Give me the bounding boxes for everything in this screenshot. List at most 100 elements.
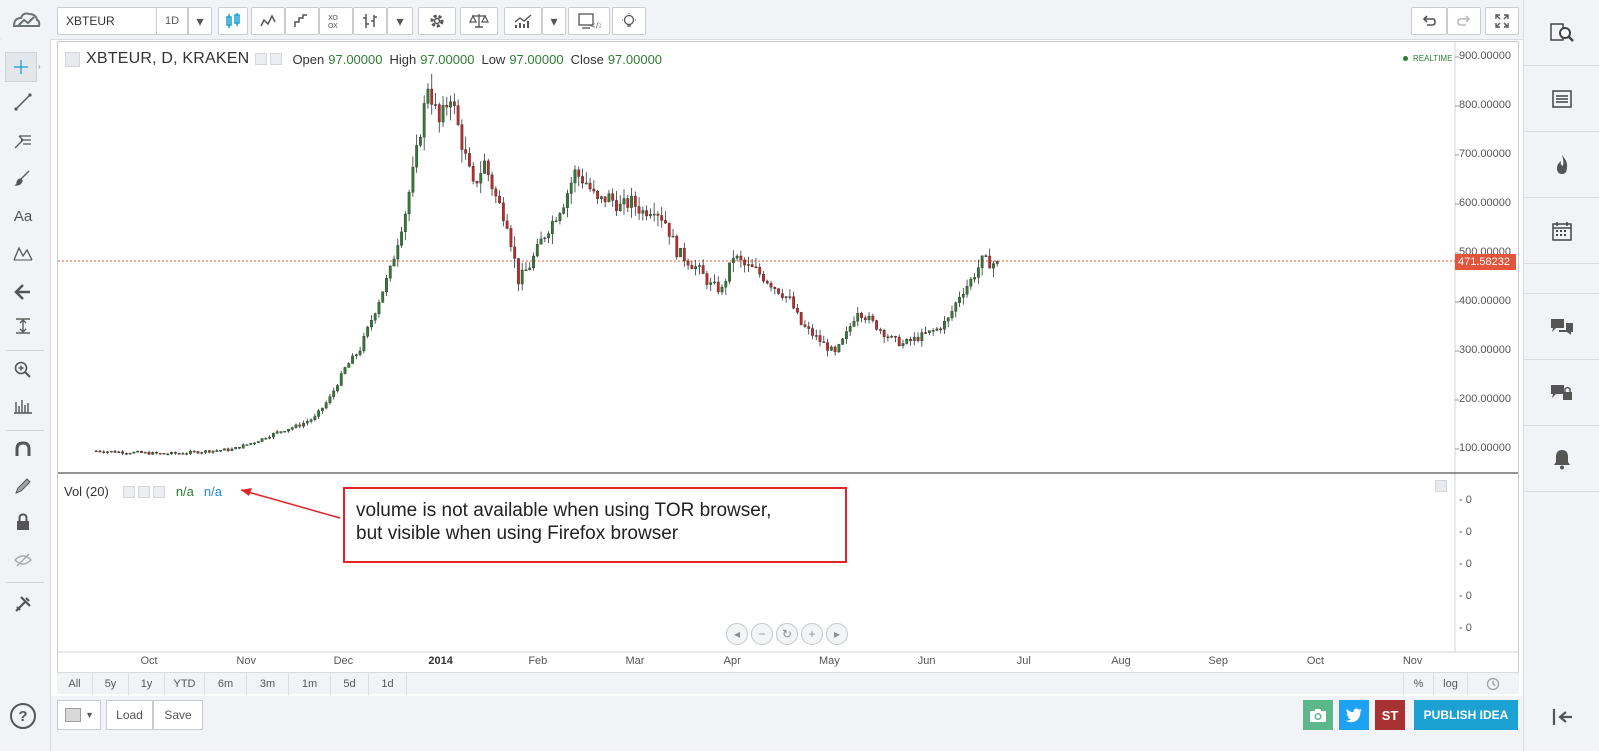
maximize-pane-icon[interactable]	[1435, 480, 1447, 492]
renko-style-button[interactable]	[285, 7, 319, 35]
zoom-out-button[interactable]: −	[751, 623, 773, 645]
reset-chart-button[interactable]: ↻	[776, 623, 798, 645]
timezone-button[interactable]	[1467, 673, 1517, 695]
measure-tool[interactable]	[8, 312, 38, 340]
range-button-1y[interactable]: 1y	[129, 673, 165, 695]
help-button[interactable]: ?	[10, 703, 36, 729]
theme-color-button[interactable]: ▾	[57, 700, 101, 730]
search-ideas-button[interactable]	[1524, 0, 1599, 66]
remove-drawings-tool[interactable]	[8, 590, 38, 618]
time-tick-label: Sep	[1208, 655, 1228, 667]
candle	[682, 247, 686, 262]
pitchfork-tool[interactable]	[8, 126, 38, 154]
candle	[532, 255, 535, 269]
chevron-right-icon[interactable]: ›	[38, 62, 41, 71]
settings-small-icon[interactable]	[270, 53, 283, 65]
indicators-dropdown[interactable]: ▾	[542, 7, 566, 35]
redo-button[interactable]	[1447, 7, 1481, 35]
hotlists-button[interactable]	[1524, 132, 1599, 198]
candles-style-button[interactable]	[218, 7, 248, 35]
star-icon[interactable]	[65, 51, 80, 67]
range-button-1m[interactable]: 1m	[289, 673, 331, 695]
candle	[452, 101, 456, 106]
renko-icon	[294, 14, 307, 27]
ideas-button[interactable]	[612, 7, 646, 35]
interval-button[interactable]: 1D	[156, 7, 188, 35]
log-scale-toggle[interactable]: log	[1433, 673, 1467, 695]
compare-button[interactable]	[460, 7, 498, 35]
text-tool[interactable]: Aa	[8, 202, 38, 230]
chart-style-dropdown[interactable]: ▾	[387, 7, 413, 35]
eye-icon[interactable]	[122, 485, 135, 498]
crosshair-tool[interactable]	[5, 52, 37, 82]
volume-value: n/a	[175, 484, 194, 499]
percent-scale-toggle[interactable]: %	[1403, 673, 1433, 695]
load-button[interactable]: Load	[106, 700, 153, 730]
private-chats-button[interactable]	[1524, 360, 1599, 426]
candle	[958, 296, 961, 303]
alerts-button[interactable]	[1524, 426, 1599, 492]
pattern-tool[interactable]	[8, 240, 38, 268]
range-button-5y[interactable]: 5y	[93, 673, 129, 695]
price-tick-label: 800.00000	[1459, 99, 1511, 111]
range-button-6m[interactable]: 6m	[205, 673, 247, 695]
trend-line-tool[interactable]	[8, 88, 38, 116]
indicators-button[interactable]	[504, 7, 542, 35]
snapshot-button[interactable]	[1303, 700, 1333, 730]
close-icon[interactable]	[152, 485, 165, 498]
svg-text:XO: XO	[328, 14, 338, 22]
range-button-all[interactable]: All	[57, 673, 93, 695]
range-button-5d[interactable]: 5d	[331, 673, 369, 695]
range-button-3m[interactable]: 3m	[247, 673, 289, 695]
watchlist-button[interactable]	[1524, 66, 1599, 132]
candle	[354, 354, 358, 357]
stay-drawing-tool[interactable]	[8, 472, 38, 500]
interval-dropdown[interactable]: ▾	[188, 7, 212, 35]
tradingview-logo-icon[interactable]	[0, 0, 51, 40]
candle	[995, 261, 999, 264]
eye-icon[interactable]	[255, 53, 268, 65]
undo-button[interactable]	[1411, 7, 1447, 35]
logout-button[interactable]	[1552, 707, 1574, 730]
chats-button[interactable]	[1524, 294, 1599, 360]
right-sidebar	[1523, 0, 1599, 751]
text-icon: Aa	[13, 207, 33, 225]
publish-idea-button[interactable]: PUBLISH IDEA	[1414, 700, 1518, 730]
calendar-button[interactable]	[1524, 198, 1599, 264]
save-button[interactable]: Save	[153, 700, 203, 730]
ruler-tool[interactable]	[8, 392, 38, 420]
magnet-tool[interactable]	[8, 436, 38, 464]
candle	[909, 339, 912, 341]
scroll-left-button[interactable]: ◂	[726, 623, 748, 645]
candle	[690, 265, 694, 270]
stocktwits-share-button[interactable]: ST	[1375, 700, 1405, 730]
point-figure-button[interactable]: XO OX	[319, 7, 353, 35]
zoom-in-tool[interactable]	[8, 356, 38, 384]
open-value: 97.00000	[328, 51, 383, 67]
symbol-input[interactable]	[57, 7, 157, 35]
chart-area[interactable]: XBTEUR, D, KRAKEN Open 97.00000 High 97.…	[57, 41, 1519, 694]
hide-drawings-tool[interactable]	[8, 546, 38, 574]
scroll-right-button[interactable]: ▸	[826, 623, 848, 645]
candle	[686, 260, 690, 266]
brush-tool[interactable]	[8, 164, 38, 192]
script-editor-button[interactable]: </>	[568, 7, 610, 35]
candle	[419, 137, 422, 146]
candle	[716, 281, 720, 293]
price-chart[interactable]	[58, 42, 1518, 672]
prediction-tool[interactable]	[8, 278, 38, 306]
bars-style-button[interactable]	[353, 7, 387, 35]
candle	[505, 220, 509, 229]
candle	[573, 169, 577, 184]
candle	[667, 222, 671, 237]
range-button-1d[interactable]: 1d	[369, 673, 407, 695]
lock-tool[interactable]	[8, 508, 38, 536]
time-tick-label: Mar	[625, 655, 645, 667]
settings-button[interactable]	[418, 7, 456, 35]
kagi-style-button[interactable]	[251, 7, 285, 35]
settings-small-icon[interactable]	[137, 485, 150, 498]
fullscreen-button[interactable]	[1485, 7, 1519, 35]
zoom-in-button[interactable]: +	[801, 623, 823, 645]
twitter-share-button[interactable]	[1339, 700, 1369, 730]
range-button-ytd[interactable]: YTD	[165, 673, 205, 695]
